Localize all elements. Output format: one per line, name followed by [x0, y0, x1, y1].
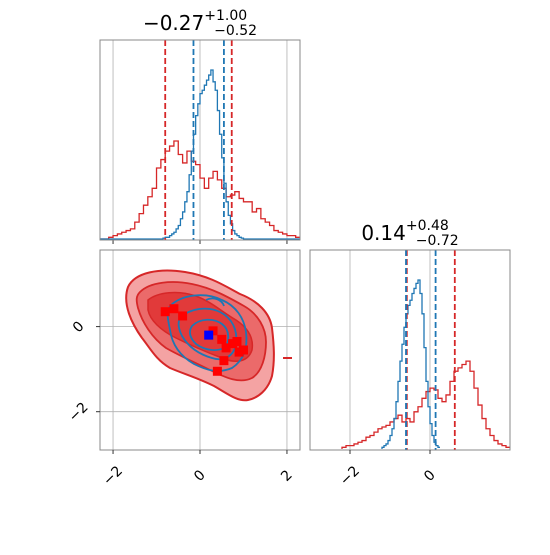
scatter-panel: −2 0 2 −2 0 — [66, 249, 301, 489]
y-hist-tick-label: 0 — [421, 467, 439, 485]
scatter-y-tick-label: 0 — [70, 318, 88, 336]
y-hist-title: 0.14+0.48 −0.72 — [361, 218, 458, 249]
y-hist-panel: −2 0 0.14+0.48 −0.72 — [309, 218, 511, 489]
red-sample-point — [212, 366, 222, 376]
scatter-x-tick-label: 2 — [278, 467, 296, 485]
scatter-y-tick-label: −2 — [66, 399, 92, 425]
y-hist-frame — [309, 249, 511, 451]
blue-sample-point — [204, 330, 214, 340]
x-hist-title: −0.27+1.00 −0.52 — [143, 8, 257, 39]
red-sample-point — [217, 334, 227, 344]
red-sample-point — [232, 336, 242, 346]
red-sample-point — [219, 356, 229, 366]
red-sample-point — [221, 343, 231, 353]
x-hist-panel: −0.27+1.00 −0.52 — [99, 8, 301, 244]
blue-contour-outer — [166, 294, 248, 372]
red-sample-point — [238, 345, 248, 355]
y-hist-title-sup: +0.48 — [406, 218, 449, 234]
y-hist-red-histogram — [341, 360, 510, 449]
scatter-x-tick-label: −2 — [100, 463, 126, 489]
y-hist-title-sub: −0.72 — [416, 233, 459, 249]
x-hist-title-sup: +1.00 — [204, 8, 247, 24]
y-hist-title-main: 0.14 — [361, 221, 406, 245]
x-hist-blue-histogram — [100, 69, 300, 240]
x-hist-title-sub: −0.52 — [214, 23, 257, 39]
x-hist-frame — [99, 39, 301, 241]
scatter-x-tick-label: 0 — [191, 467, 209, 485]
x-hist-title-main: −0.27 — [143, 11, 204, 35]
red-sample-point — [178, 311, 188, 321]
y-hist-tick-label: −2 — [337, 463, 363, 489]
x-hist-red-histogram — [100, 140, 300, 240]
red-sample-point — [160, 307, 170, 317]
y-hist-blue-histogram — [381, 279, 440, 449]
blue-contour-fragment — [205, 297, 225, 307]
red-sample-point — [169, 304, 179, 314]
